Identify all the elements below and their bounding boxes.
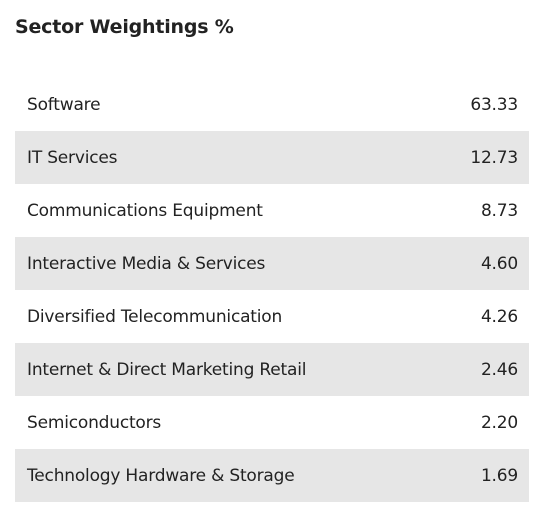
table-row: Communications Equipment 8.73 [15, 184, 529, 237]
sector-weight: 1.69 [480, 465, 518, 486]
sector-name: Internet & Direct Marketing Retail [27, 359, 307, 380]
sector-weight: 63.33 [470, 94, 518, 115]
table-row: Software 63.33 [15, 78, 529, 131]
sector-weight: 2.46 [480, 359, 518, 380]
sector-name: IT Services [27, 147, 118, 168]
sector-name: Technology Hardware & Storage [27, 465, 295, 486]
table-row: Technology Hardware & Storage 1.69 [15, 449, 529, 502]
sector-name: Semiconductors [27, 412, 162, 433]
sector-weight: 4.26 [480, 306, 518, 327]
sector-weight: 8.73 [480, 200, 518, 221]
table-row: Semiconductors 2.20 [15, 396, 529, 449]
sector-weightings-table: Software 63.33 IT Services 12.73 Communi… [15, 78, 529, 502]
page-title: Sector Weightings % [15, 16, 234, 38]
sector-name: Interactive Media & Services [27, 253, 266, 274]
table-row: Interactive Media & Services 4.60 [15, 237, 529, 290]
table-row: Diversified Telecommunication 4.26 [15, 290, 529, 343]
sector-name: Diversified Telecommunication [27, 306, 283, 327]
sector-weight: 4.60 [480, 253, 518, 274]
sector-name: Software [27, 94, 101, 115]
table-row: Internet & Direct Marketing Retail 2.46 [15, 343, 529, 396]
sector-weight: 12.73 [470, 147, 518, 168]
sector-name: Communications Equipment [27, 200, 263, 221]
sector-weight: 2.20 [480, 412, 518, 433]
table-row: IT Services 12.73 [15, 131, 529, 184]
